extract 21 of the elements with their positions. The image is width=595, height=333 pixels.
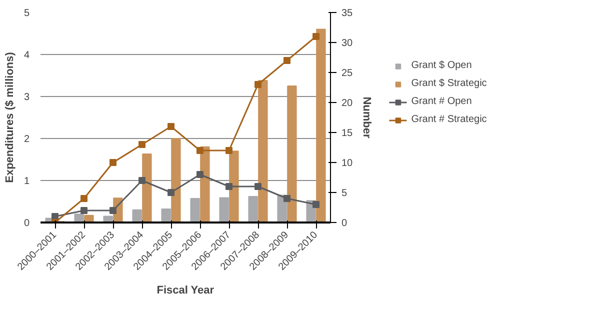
y2-tick-label: 5	[342, 188, 348, 199]
y2-axis-title: Number	[360, 96, 373, 139]
y2-tick-label: 15	[342, 128, 354, 139]
y2-tick-label: 35	[342, 8, 354, 19]
y-tick-label: 3	[24, 92, 30, 103]
y2-tick-label: 10	[342, 158, 354, 169]
y-tick-label: 2	[24, 134, 30, 145]
y2-tick-label: 0	[342, 218, 348, 229]
legend-label: Grant # Open	[411, 96, 472, 108]
y2-tick-label: 30	[342, 38, 354, 49]
legend-label: Grant $ Strategic	[411, 78, 487, 90]
x-axis-title: Fiscal Year	[156, 284, 215, 297]
y-tick-label: 1	[24, 176, 30, 187]
legend-label: Grant $ Open	[411, 60, 472, 72]
y2-tick-label: 20	[342, 98, 354, 109]
y-tick-label: 5	[24, 8, 30, 19]
y-tick-label: 0	[24, 218, 30, 229]
y-axis-title: Expenditures ($ millions)	[4, 52, 16, 183]
y2-tick-label: 25	[342, 68, 354, 79]
y-tick-label: 4	[24, 50, 30, 61]
legend-label: Grant # Strategic	[411, 114, 487, 126]
